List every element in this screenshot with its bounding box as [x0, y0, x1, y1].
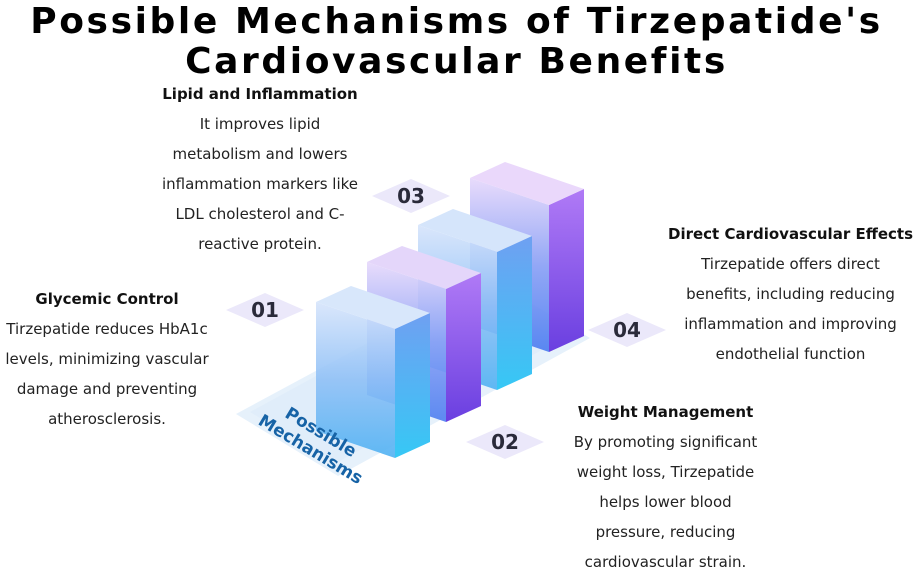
mechanism-04-heading: Direct Cardiovascular Effects: [668, 225, 913, 243]
mechanism-02-body-line: helps lower blood: [599, 493, 732, 511]
page-title: Possible Mechanisms of Tirzepatide's Car…: [0, 2, 913, 82]
mechanism-01-body-line: levels, minimizing vascular: [5, 350, 209, 368]
mechanism-02-body-line: weight loss, Tirzepatide: [576, 463, 755, 481]
mechanism-01-body-line: Tirzepatide reduces HbA1c: [6, 320, 208, 338]
mechanism-01-block: Glycemic Control Tirzepatide reduces HbA…: [0, 284, 214, 434]
mechanism-01-body-line: atherosclerosis.: [48, 410, 166, 428]
mechanism-03-body-line: metabolism and lowers: [172, 145, 348, 163]
diamond-03: [372, 179, 450, 213]
title-line-2: Cardiovascular Benefits: [185, 41, 728, 82]
mechanism-03-body-line: It improves lipid: [199, 115, 321, 133]
mechanism-04-body-line: benefits, including reducing: [686, 285, 895, 303]
mechanism-01-heading: Glycemic Control: [35, 290, 179, 308]
diamond-04: [588, 313, 666, 347]
mechanism-03-body-line: inflammation markers like: [161, 175, 359, 193]
mechanism-03-body-line: reactive protein.: [198, 235, 322, 253]
title-line-1: Possible Mechanisms of Tirzepatide's: [30, 1, 883, 42]
mechanism-02-block: Weight Management By promoting significa…: [553, 397, 778, 577]
mechanism-02-body-line: By promoting significant: [573, 433, 758, 451]
number-02: 02: [491, 430, 519, 454]
diamond-02: [466, 425, 544, 459]
bar-1: [316, 286, 430, 458]
mechanism-02-body-line: cardiovascular strain.: [584, 553, 747, 571]
mechanism-03-body-line: LDL cholesterol and C-: [175, 205, 345, 223]
mechanism-04-body-line: endothelial function: [715, 345, 866, 363]
number-01: 01: [251, 298, 279, 322]
mechanism-01-body-line: damage and preventing: [16, 380, 198, 398]
mechanism-04-block: Direct Cardiovascular Effects Tirzepatid…: [668, 219, 913, 369]
number-03: 03: [397, 184, 425, 208]
number-04: 04: [613, 318, 641, 342]
mechanism-02-body-line: pressure, reducing: [595, 523, 736, 541]
mechanism-02-heading: Weight Management: [577, 403, 754, 421]
mechanism-03-block: Lipid and Inflammation It improves lipid…: [150, 79, 370, 259]
diamond-01: [226, 293, 304, 327]
mechanism-04-body-line: Tirzepatide offers direct: [701, 255, 880, 273]
mechanism-04-body-line: inflammation and improving: [684, 315, 897, 333]
mechanism-03-heading: Lipid and Inflammation: [162, 85, 358, 103]
